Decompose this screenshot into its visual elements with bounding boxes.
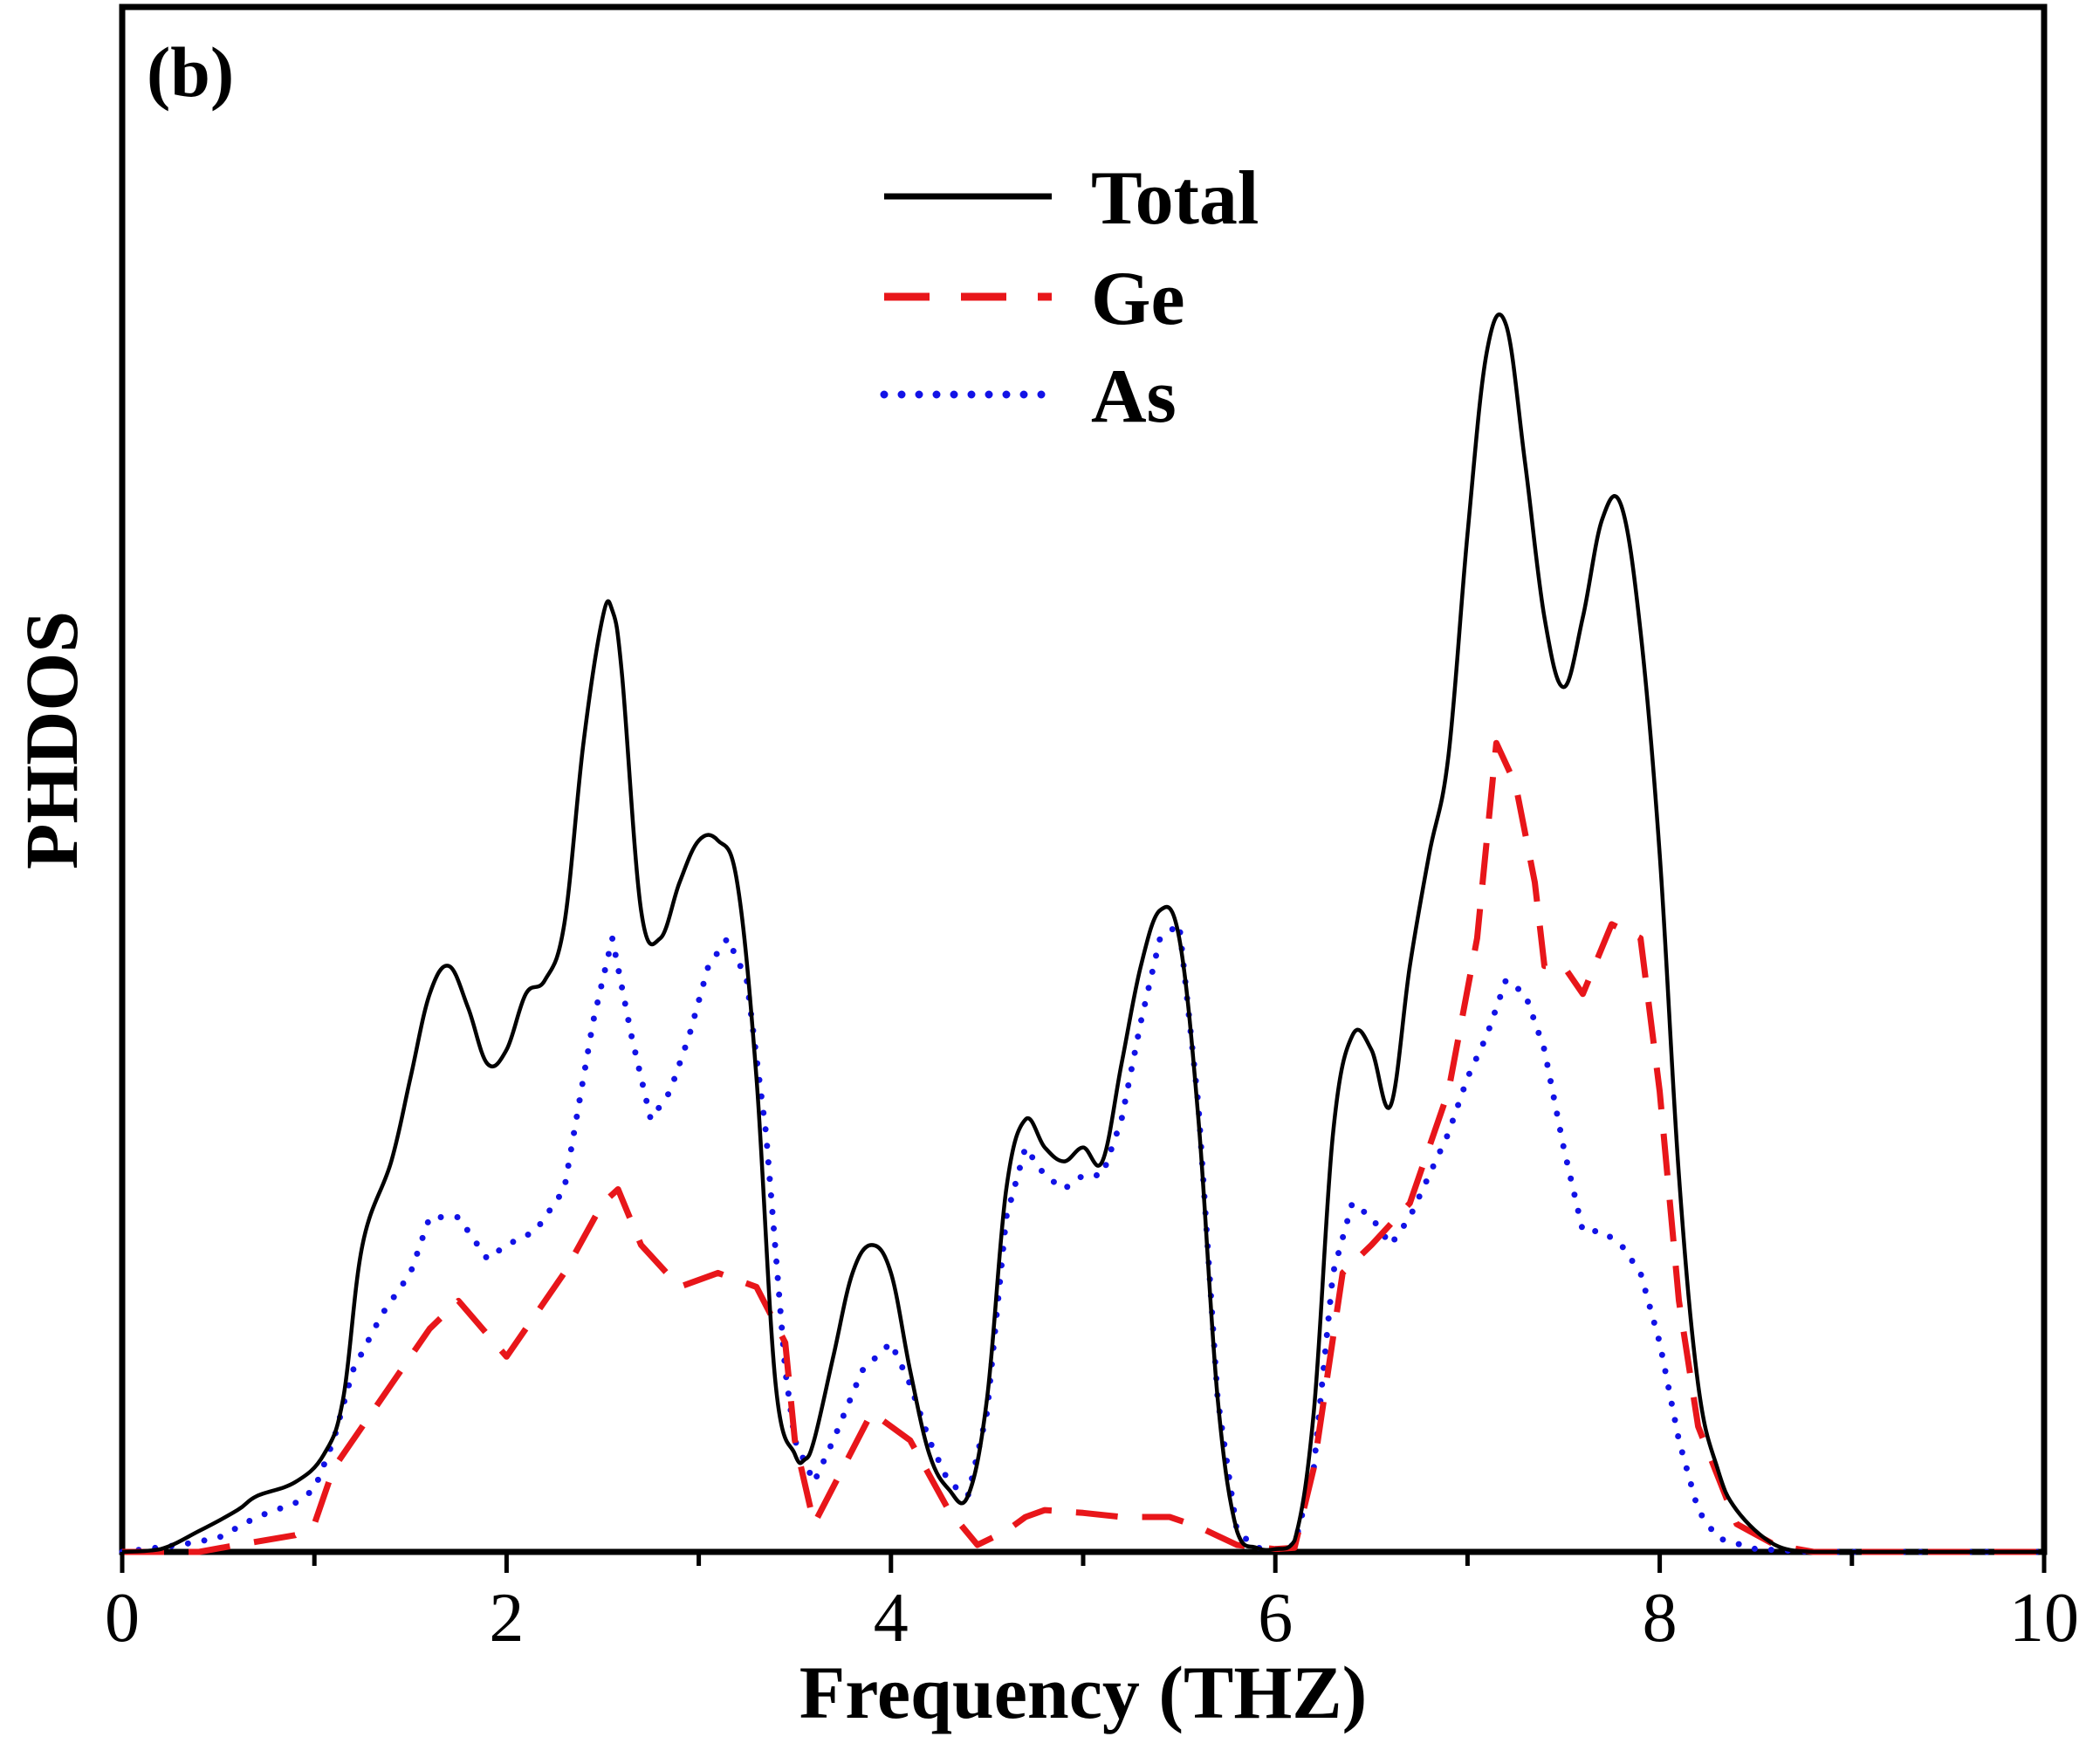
panel-label: (b) bbox=[147, 32, 234, 112]
legend-label-as: As bbox=[1091, 354, 1177, 439]
series-line-total bbox=[121, 312, 2044, 1555]
x-tick-label: 8 bbox=[1643, 1580, 1678, 1657]
x-tick-label: 10 bbox=[2009, 1580, 2079, 1657]
x-axis-title: Frequency (THZ) bbox=[799, 1651, 1368, 1734]
plot-frame bbox=[119, 3, 2048, 1555]
x-tick-label: 4 bbox=[874, 1580, 909, 1657]
legend: Total Ge As bbox=[880, 156, 1259, 439]
series-line-as bbox=[119, 921, 2048, 1555]
legend-label-ge: Ge bbox=[1091, 257, 1185, 341]
x-axis-ticks: 0 2 4 6 8 10 bbox=[105, 1552, 2079, 1657]
x-tick-label: 2 bbox=[489, 1580, 524, 1657]
legend-label-total: Total bbox=[1091, 156, 1259, 241]
x-tick-label: 0 bbox=[105, 1580, 140, 1657]
series-layer bbox=[119, 312, 2048, 1555]
series-line-ge bbox=[122, 739, 2044, 1555]
y-axis-title: PHDOS bbox=[10, 611, 93, 869]
x-tick-label: 6 bbox=[1258, 1580, 1293, 1657]
